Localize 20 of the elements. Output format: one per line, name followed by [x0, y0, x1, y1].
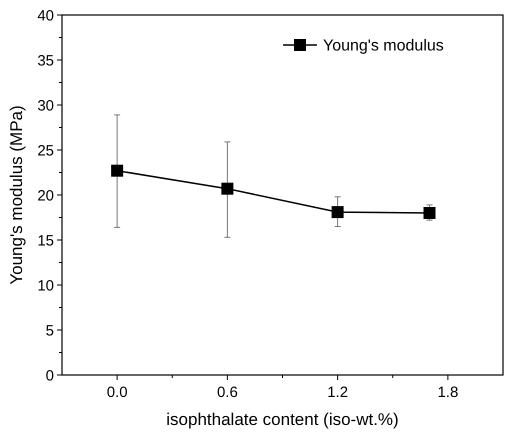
- y-tick-label: 40: [37, 7, 54, 24]
- x-tick-label: 1.8: [437, 384, 458, 401]
- x-tick-label: 1.2: [327, 384, 348, 401]
- y-axis-title: Young's modulus (MPa): [7, 105, 26, 285]
- point: [332, 206, 344, 218]
- y-tick-label: 20: [37, 187, 54, 204]
- legend-label: Young's modulus: [323, 38, 444, 55]
- y-tick-label: 35: [37, 52, 54, 70]
- y-tick-label: 30: [37, 97, 54, 114]
- y-tick-label: 0: [46, 367, 54, 384]
- point: [424, 207, 436, 219]
- x-axis-title: isophthalate content (iso-wt.%): [166, 410, 399, 429]
- y-tick-label: 10: [37, 277, 54, 294]
- y-tick-label: 25: [37, 142, 54, 160]
- x-tick-label: 0.6: [216, 384, 238, 401]
- point: [111, 164, 124, 177]
- y-tick-label: 15: [37, 232, 54, 250]
- x-tick-label: 0.0: [106, 384, 128, 401]
- point: [221, 182, 234, 195]
- y-tick-label: 5: [46, 322, 54, 340]
